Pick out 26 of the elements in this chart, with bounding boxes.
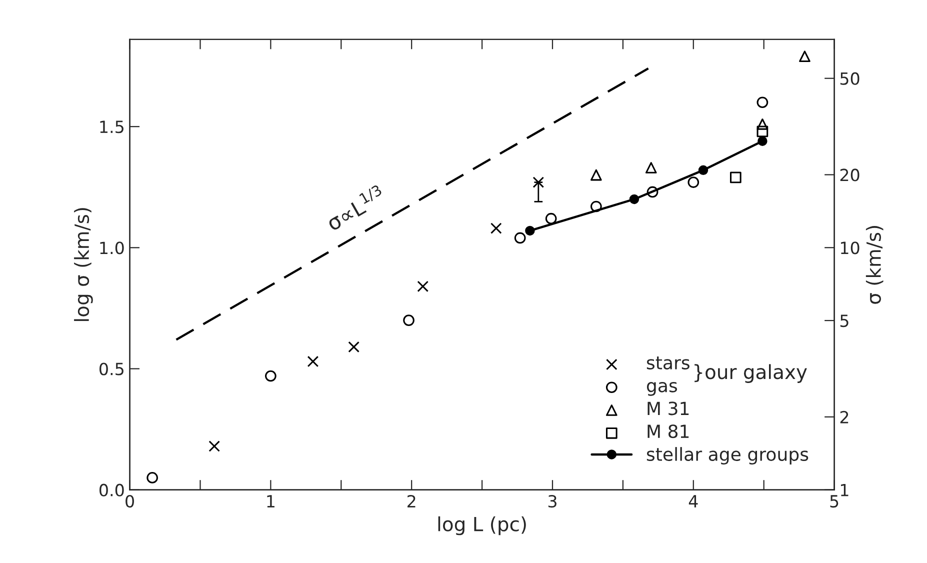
y-tick-label: 0.0 <box>100 484 124 496</box>
y2-tick-label: 50 <box>840 72 860 85</box>
x-tick-label: 0 <box>126 494 134 508</box>
y-tick-label: 1.5 <box>100 120 124 134</box>
annotation: σ∝L$^{1/3}$ <box>324 184 386 232</box>
x-tick-label: 5 <box>830 495 838 508</box>
x-tick-label: 2 <box>408 494 416 508</box>
annotation: }our galaxy <box>694 364 807 383</box>
y2-tick-label: 1 <box>840 484 848 496</box>
legend-label: stars <box>646 356 690 370</box>
y2-tick-label: 20 <box>840 168 860 182</box>
y-tick-label: 0.5 <box>100 362 124 376</box>
x-tick-label: 3 <box>548 494 556 508</box>
x-axis-title: log L (pc) <box>438 516 526 536</box>
y2-tick-label: 10 <box>840 242 860 254</box>
y-tick-label: 1.0 <box>100 242 124 254</box>
legend-label: stellar age groups <box>646 447 808 465</box>
y-axis-title: log σ (km/s) <box>74 208 93 321</box>
y2-axis-title: σ (km/s) <box>866 226 884 304</box>
x-tick-label: 1 <box>267 495 274 508</box>
legend-label: M 81 <box>648 424 689 438</box>
y2-tick-label: 2 <box>840 410 848 424</box>
legend-label: M 31 <box>648 402 689 416</box>
x-tick-label: 4 <box>688 495 698 508</box>
y2-tick-label: 5 <box>840 314 848 328</box>
legend-label: gas <box>646 382 678 396</box>
